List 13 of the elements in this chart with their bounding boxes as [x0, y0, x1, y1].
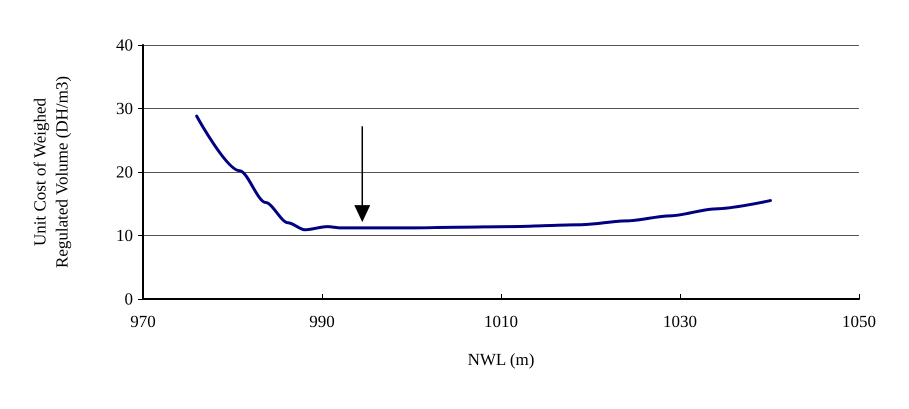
- x-tick-label: 970: [130, 312, 156, 331]
- y-tick-label: 0: [124, 290, 133, 308]
- x-tick-label: 1030: [663, 312, 697, 331]
- y-tick-label: 20: [116, 162, 133, 182]
- y-tick-label: 30: [116, 99, 133, 118]
- x-tick-label: 990: [309, 312, 335, 331]
- x-axis-title: NWL (m): [468, 350, 534, 369]
- y-tick-label: 10: [116, 226, 133, 245]
- line-series: [195, 114, 772, 232]
- y-tick-label: 40: [116, 36, 133, 54]
- x-tick-label: 1050: [842, 312, 876, 331]
- x-tick-label: 1010: [484, 312, 518, 331]
- y-axis-title: Unit Cost of Weighed Regulated Volume (DH/m3): [30, 76, 72, 268]
